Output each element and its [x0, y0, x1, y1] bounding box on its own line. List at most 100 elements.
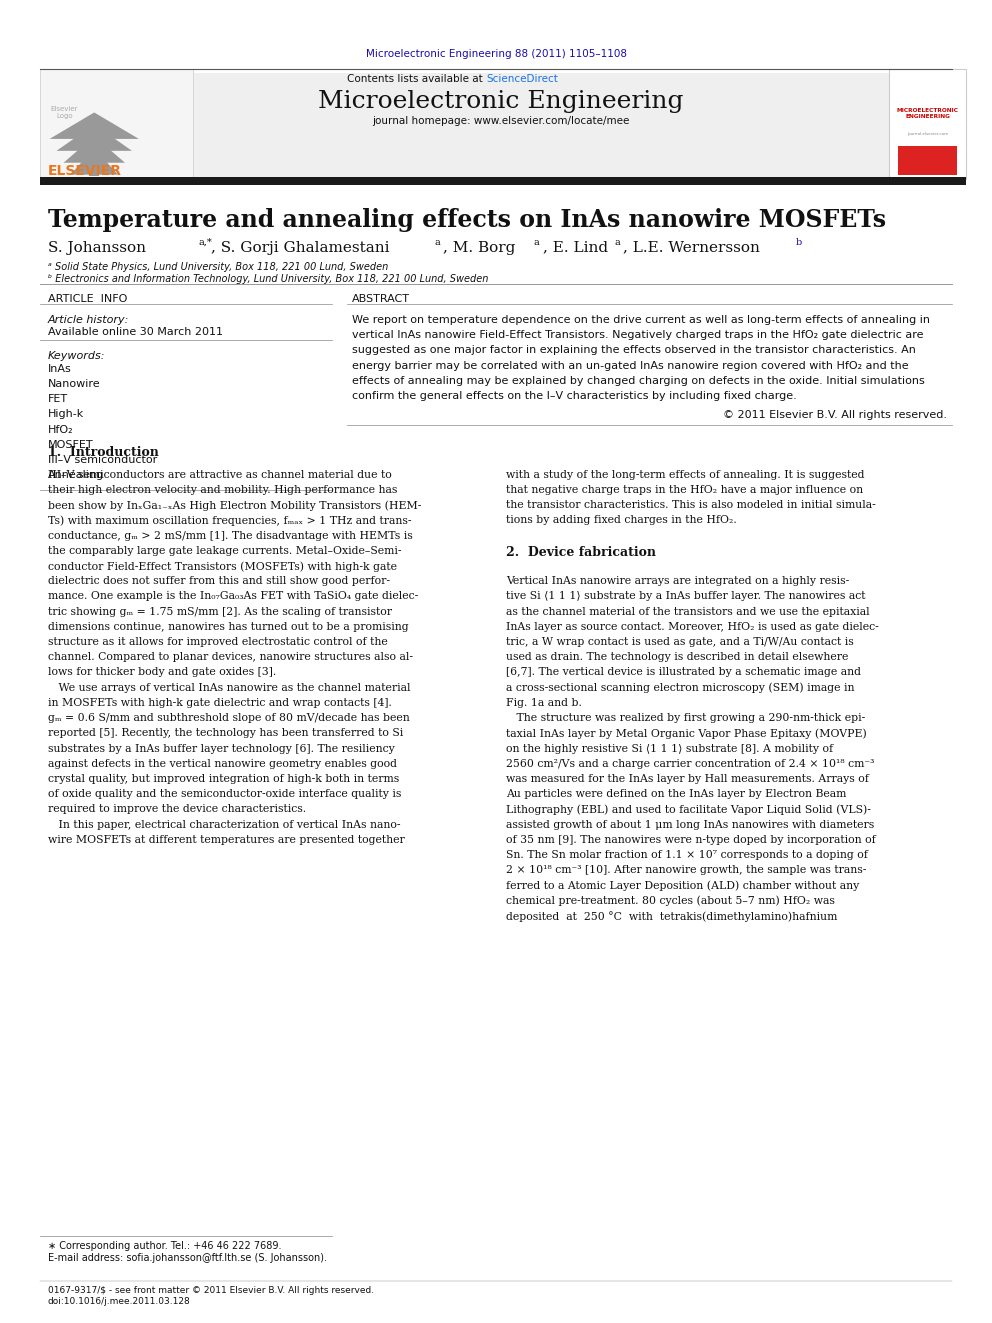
Text: tions by adding fixed charges in the HfO₂.: tions by adding fixed charges in the HfO… — [506, 515, 737, 525]
Text: assisted growth of about 1 μm long InAs nanowires with diameters: assisted growth of about 1 μm long InAs … — [506, 819, 874, 830]
Text: Article history:: Article history: — [48, 315, 129, 325]
Text: III–V semiconductor: III–V semiconductor — [48, 455, 157, 466]
Text: InAs: InAs — [48, 364, 71, 374]
Text: with a study of the long-term effects of annealing. It is suggested: with a study of the long-term effects of… — [506, 470, 864, 480]
Text: Elsevier
Logo: Elsevier Logo — [51, 106, 78, 119]
Text: doi:10.1016/j.mee.2011.03.128: doi:10.1016/j.mee.2011.03.128 — [48, 1297, 190, 1306]
Text: 2.  Device fabrication: 2. Device fabrication — [506, 545, 656, 558]
Polygon shape — [63, 136, 125, 163]
Polygon shape — [50, 112, 139, 139]
Text: We use arrays of vertical InAs nanowire as the channel material: We use arrays of vertical InAs nanowire … — [48, 683, 410, 693]
Text: vertical InAs nanowire Field-Effect Transistors. Negatively charged traps in the: vertical InAs nanowire Field-Effect Tran… — [352, 329, 924, 340]
Text: suggested as one major factor in explaining the effects observed in the transist: suggested as one major factor in explain… — [352, 345, 916, 356]
Text: was measured for the InAs layer by Hall measurements. Arrays of: was measured for the InAs layer by Hall … — [506, 774, 869, 785]
Bar — [889, 69, 966, 179]
Text: that negative charge traps in the HfO₂ have a major influence on: that negative charge traps in the HfO₂ h… — [506, 484, 863, 495]
Text: Temperature and annealing effects on InAs nanowire MOSFETs: Temperature and annealing effects on InA… — [48, 208, 886, 232]
Text: E-mail address: sofia.johansson@ftf.lth.se (S. Johansson).: E-mail address: sofia.johansson@ftf.lth.… — [48, 1253, 326, 1263]
Text: 2560 cm²/Vs and a charge carrier concentration of 2.4 × 10¹⁸ cm⁻³: 2560 cm²/Vs and a charge carrier concent… — [506, 758, 874, 769]
Text: mance. One example is the In₀₇Ga₀₃As FET with TaSiO₄ gate dielec-: mance. One example is the In₀₇Ga₀₃As FET… — [48, 591, 418, 602]
Text: taxial InAs layer by Metal Organic Vapor Phase Epitaxy (MOVPE): taxial InAs layer by Metal Organic Vapor… — [506, 728, 867, 738]
Text: of oxide quality and the semiconductor-oxide interface quality is: of oxide quality and the semiconductor-o… — [48, 789, 401, 799]
Text: as the channel material of the transistors and we use the epitaxial: as the channel material of the transisto… — [506, 606, 870, 617]
Text: wire MOSFETs at different temperatures are presented together: wire MOSFETs at different temperatures a… — [48, 835, 405, 845]
Text: MICROELECTRONIC
ENGINEERING: MICROELECTRONIC ENGINEERING — [897, 108, 958, 119]
Text: b: b — [796, 238, 802, 247]
Text: effects of annealing may be explained by changed charging on defects in the oxid: effects of annealing may be explained by… — [352, 376, 925, 386]
Text: III–V semiconductors are attractive as channel material due to: III–V semiconductors are attractive as c… — [48, 470, 392, 480]
Text: a: a — [614, 238, 620, 247]
Text: a: a — [534, 238, 540, 247]
Text: tric showing gₘ = 1.75 mS/mm [2]. As the scaling of transistor: tric showing gₘ = 1.75 mS/mm [2]. As the… — [48, 606, 392, 617]
Text: their high electron velocity and mobility. High performance has: their high electron velocity and mobilit… — [48, 484, 397, 495]
Text: ferred to a Atomic Layer Deposition (ALD) chamber without any: ferred to a Atomic Layer Deposition (ALD… — [506, 880, 859, 890]
Text: , M. Borg: , M. Borg — [443, 241, 516, 255]
Text: crystal quality, but improved integration of high-k both in terms: crystal quality, but improved integratio… — [48, 774, 399, 785]
Text: structure as it allows for improved electrostatic control of the: structure as it allows for improved elec… — [48, 636, 387, 647]
Text: ᵃ Solid State Physics, Lund University, Box 118, 221 00 Lund, Sweden: ᵃ Solid State Physics, Lund University, … — [48, 262, 388, 273]
Polygon shape — [70, 148, 118, 175]
Text: confirm the general effects on the I–V characteristics by including fixed charge: confirm the general effects on the I–V c… — [352, 390, 797, 401]
Text: conductor Field-Effect Transistors (MOSFETs) with high-k gate: conductor Field-Effect Transistors (MOSF… — [48, 561, 397, 572]
Text: a,*: a,* — [198, 238, 212, 247]
Bar — [40, 177, 966, 185]
Polygon shape — [57, 124, 132, 151]
Text: used as drain. The technology is described in detail elsewhere: used as drain. The technology is describ… — [506, 652, 848, 663]
Text: lows for thicker body and gate oxides [3].: lows for thicker body and gate oxides [3… — [48, 667, 276, 677]
Text: , E. Lind: , E. Lind — [543, 241, 608, 255]
Bar — [898, 146, 957, 175]
Text: conductance, gₘ > 2 mS/mm [1]. The disadvantage with HEMTs is: conductance, gₘ > 2 mS/mm [1]. The disad… — [48, 531, 413, 541]
Text: ᵇ Electronics and Information Technology, Lund University, Box 118, 221 00 Lund,: ᵇ Electronics and Information Technology… — [48, 274, 488, 284]
Text: 2 × 10¹⁸ cm⁻³ [10]. After nanowire growth, the sample was trans-: 2 × 10¹⁸ cm⁻³ [10]. After nanowire growt… — [506, 865, 866, 876]
Text: ScienceDirect: ScienceDirect — [486, 74, 558, 85]
Text: Contents lists available at: Contents lists available at — [347, 74, 486, 85]
Text: ARTICLE  INFO: ARTICLE INFO — [48, 294, 127, 304]
Text: High-k: High-k — [48, 409, 84, 419]
Text: the comparably large gate leakage currents. Metal–Oxide–Semi-: the comparably large gate leakage curren… — [48, 545, 401, 556]
Text: InAs layer as source contact. Moreover, HfO₂ is used as gate dielec-: InAs layer as source contact. Moreover, … — [506, 622, 879, 632]
Text: Fig. 1a and b.: Fig. 1a and b. — [506, 697, 581, 708]
Text: We report on temperature dependence on the drive current as well as long-term ef: We report on temperature dependence on t… — [352, 315, 930, 325]
Text: Nanowire: Nanowire — [48, 378, 100, 389]
Text: ABSTRACT: ABSTRACT — [352, 294, 410, 304]
Text: required to improve the device characteristics.: required to improve the device character… — [48, 804, 306, 815]
Text: a: a — [434, 238, 440, 247]
Bar — [89, 152, 99, 176]
Bar — [40, 69, 193, 179]
Text: Lithography (EBL) and used to facilitate Vapor Liquid Solid (VLS)-: Lithography (EBL) and used to facilitate… — [506, 804, 871, 815]
Text: ELSEVIER: ELSEVIER — [48, 164, 122, 179]
Bar — [40, 73, 889, 179]
Text: 1.  Introduction: 1. Introduction — [48, 446, 159, 459]
Text: [6,7]. The vertical device is illustrated by a schematic image and: [6,7]. The vertical device is illustrate… — [506, 667, 861, 677]
Text: , L.E. Wernersson: , L.E. Wernersson — [623, 241, 760, 255]
Text: been show by InₓGa₁₋ₓAs High Electron Mobility Transistors (HEM-: been show by InₓGa₁₋ₓAs High Electron Mo… — [48, 500, 421, 511]
Text: MOSFET: MOSFET — [48, 439, 93, 450]
Text: © 2011 Elsevier B.V. All rights reserved.: © 2011 Elsevier B.V. All rights reserved… — [723, 410, 947, 421]
Text: channel. Compared to planar devices, nanowire structures also al-: channel. Compared to planar devices, nan… — [48, 652, 413, 663]
Text: Vertical InAs nanowire arrays are integrated on a highly resis-: Vertical InAs nanowire arrays are integr… — [506, 576, 849, 586]
Text: Ts) with maximum oscillation frequencies, fₘₐₓ > 1 THz and trans-: Ts) with maximum oscillation frequencies… — [48, 515, 411, 525]
Text: , S. Gorji Ghalamestani: , S. Gorji Ghalamestani — [211, 241, 390, 255]
Text: Keywords:: Keywords: — [48, 351, 105, 361]
Text: dimensions continue, nanowires has turned out to be a promising: dimensions continue, nanowires has turne… — [48, 622, 409, 632]
Text: HfO₂: HfO₂ — [48, 425, 73, 435]
Text: against defects in the vertical nanowire geometry enables good: against defects in the vertical nanowire… — [48, 758, 397, 769]
Text: journal homepage: www.elsevier.com/locate/mee: journal homepage: www.elsevier.com/locat… — [372, 116, 630, 127]
Text: in MOSFETs with high-k gate dielectric and wrap contacts [4].: in MOSFETs with high-k gate dielectric a… — [48, 697, 392, 708]
Text: FET: FET — [48, 394, 67, 405]
Text: Microelectronic Engineering 88 (2011) 1105–1108: Microelectronic Engineering 88 (2011) 11… — [365, 49, 627, 60]
Text: of 35 nm [9]. The nanowires were n-type doped by incorporation of: of 35 nm [9]. The nanowires were n-type … — [506, 835, 876, 845]
Text: a cross-sectional scanning electron microscopy (SEM) image in: a cross-sectional scanning electron micr… — [506, 683, 854, 693]
Text: The structure was realized by first growing a 290-nm-thick epi-: The structure was realized by first grow… — [506, 713, 865, 724]
Text: Sn. The Sn molar fraction of 1.1 × 10⁷ corresponds to a doping of: Sn. The Sn molar fraction of 1.1 × 10⁷ c… — [506, 849, 868, 860]
Text: deposited  at  250 °C  with  tetrakis(dimethylamino)hafnium: deposited at 250 °C with tetrakis(dimeth… — [506, 910, 837, 922]
Text: Annealing: Annealing — [48, 470, 104, 480]
Text: tric, a W wrap contact is used as gate, and a Ti/W/Au contact is: tric, a W wrap contact is used as gate, … — [506, 636, 854, 647]
Text: tive Si ⟨1 1 1⟩ substrate by a InAs buffer layer. The nanowires act: tive Si ⟨1 1 1⟩ substrate by a InAs buff… — [506, 591, 865, 602]
Text: reported [5]. Recently, the technology has been transferred to Si: reported [5]. Recently, the technology h… — [48, 728, 403, 738]
Text: the transistor characteristics. This is also modeled in initial simula-: the transistor characteristics. This is … — [506, 500, 876, 511]
Text: S. Johansson: S. Johansson — [48, 241, 146, 255]
Text: gₘ = 0.6 S/mm and subthreshold slope of 80 mV/decade has been: gₘ = 0.6 S/mm and subthreshold slope of … — [48, 713, 410, 724]
Text: journal.elsevier.com: journal.elsevier.com — [907, 132, 948, 136]
Text: substrates by a InAs buffer layer technology [6]. The resiliency: substrates by a InAs buffer layer techno… — [48, 744, 395, 754]
